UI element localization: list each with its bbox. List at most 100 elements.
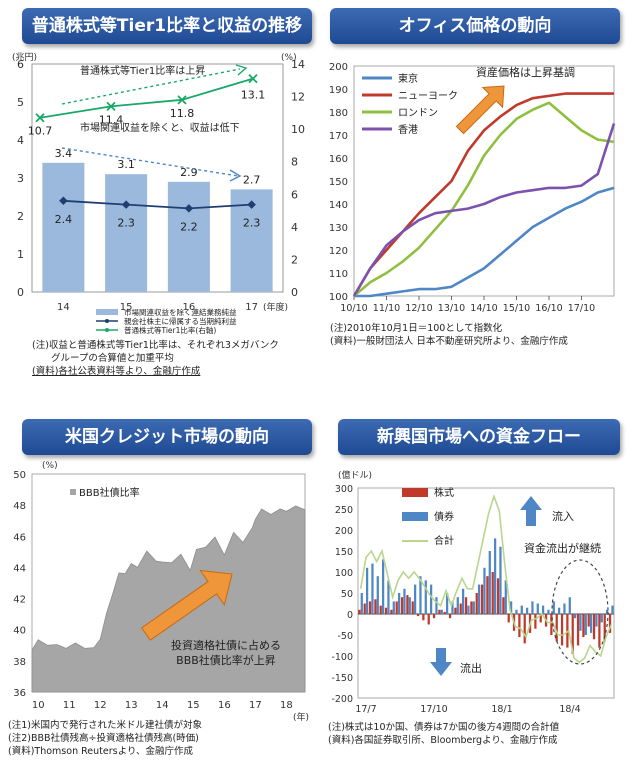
series-line bbox=[359, 493, 613, 664]
y-tick-label: 3 bbox=[17, 172, 24, 185]
bar bbox=[606, 609, 609, 614]
bar bbox=[598, 614, 601, 648]
x-tick-label: 13 bbox=[125, 700, 138, 711]
bar bbox=[398, 593, 401, 614]
bar bbox=[603, 614, 606, 642]
bar bbox=[454, 607, 457, 614]
y2-tick-label: 14 bbox=[291, 58, 305, 71]
x-tick-label: 12/10 bbox=[405, 303, 432, 314]
y-tick-label: 120 bbox=[329, 246, 348, 257]
note-em-flows: (注)株式は10か国、債券は7か国の後方4週間の合計値 (資料)各国証券取引所、… bbox=[328, 721, 559, 747]
bar bbox=[590, 614, 593, 633]
x-tick-label: 14 bbox=[156, 700, 169, 711]
bar bbox=[419, 576, 422, 614]
bar bbox=[510, 601, 513, 614]
bar bbox=[499, 546, 502, 614]
legend-label: BBB社債比率 bbox=[79, 486, 140, 499]
y-tick-label: 0 bbox=[347, 610, 353, 621]
bar bbox=[464, 597, 468, 614]
bar bbox=[363, 603, 366, 614]
bar bbox=[611, 605, 614, 614]
bar bbox=[390, 609, 393, 614]
bar bbox=[462, 588, 465, 614]
bar bbox=[387, 580, 390, 614]
bar bbox=[411, 601, 414, 614]
area-series bbox=[31, 505, 306, 693]
chart-title-us-credit: 米国クレジット市場の動向 bbox=[22, 419, 312, 455]
bar bbox=[427, 614, 430, 625]
bar bbox=[459, 603, 462, 614]
y-tick-label: 50 bbox=[13, 470, 26, 481]
bar bbox=[587, 614, 590, 627]
note-office: (注)2010年10月1日＝100として指数化 (資料)一般財団法人 日本不動産… bbox=[330, 322, 568, 348]
note-line: (資料)一般財団法人 日本不動産研究所より、金融庁作成 bbox=[330, 336, 568, 347]
bar bbox=[395, 601, 398, 614]
x-tick-label: 14/10 bbox=[470, 303, 497, 314]
annotation: 普通株式等Tier1比率は上昇 bbox=[80, 64, 205, 77]
y-tick-label: 44 bbox=[13, 563, 26, 574]
legend-label: 普通株式等Tier1比率(右軸) bbox=[124, 325, 216, 335]
bar bbox=[408, 597, 411, 614]
bar bbox=[558, 607, 561, 614]
y-tick-label: 250 bbox=[335, 505, 353, 516]
legend-label: 合計 bbox=[434, 534, 454, 547]
bar bbox=[523, 614, 526, 644]
y-tick-label: 170 bbox=[329, 131, 348, 142]
bar bbox=[600, 614, 603, 623]
y-tick-label: 100 bbox=[329, 292, 348, 303]
y2-tick-label: 12 bbox=[291, 91, 305, 104]
y-tick-label: 160 bbox=[329, 154, 348, 165]
bar bbox=[486, 576, 489, 614]
highlight-ellipse bbox=[551, 559, 609, 665]
line-marker bbox=[177, 95, 187, 105]
bar bbox=[560, 614, 564, 646]
line-marker bbox=[121, 200, 131, 209]
bar bbox=[416, 614, 420, 617]
bar bbox=[592, 614, 596, 640]
legend-label: 親会社株主に帰属する当期純利益 bbox=[124, 316, 237, 326]
bar bbox=[424, 580, 427, 614]
bar bbox=[552, 601, 555, 614]
trend-arrow bbox=[61, 68, 241, 105]
line-data-label: 10.7 bbox=[28, 125, 53, 138]
bar bbox=[526, 607, 529, 614]
y-tick-label: 40 bbox=[13, 626, 26, 637]
series-line bbox=[39, 77, 254, 119]
note-line: グループの合算値と加重平均 bbox=[32, 353, 174, 364]
bar bbox=[534, 614, 537, 629]
y-tick-label: 1 bbox=[17, 248, 24, 261]
bar bbox=[371, 563, 374, 614]
bar bbox=[542, 605, 545, 614]
bar bbox=[515, 609, 518, 614]
note-line: (資料)各社公表資料等より、金融庁作成 bbox=[32, 366, 201, 377]
bar bbox=[582, 614, 585, 638]
note-line: (注2)BBB社債残高÷投資適格社債残高(時価) bbox=[8, 733, 199, 744]
plot-frame bbox=[31, 63, 284, 293]
x-tick-label: 14 bbox=[57, 302, 70, 313]
note-line: (資料)Thomson Reutersより、金融庁作成 bbox=[8, 746, 194, 757]
note-line: (資料)各国証券取引所、Bloombergより、金融庁作成 bbox=[328, 735, 558, 746]
y2-tick-label: 6 bbox=[291, 188, 298, 201]
legend-label: 香港 bbox=[398, 124, 418, 136]
us-credit-chart: 36 38 40 42 44 46 48 50 (%) 10 11 12 13 14 15 16 17 18(年)… bbox=[13, 461, 309, 722]
note-line: (注1)米国内で発行された米ドル建社債が対象 bbox=[8, 720, 202, 731]
trend-arrowhead bbox=[229, 169, 242, 182]
bar bbox=[105, 174, 148, 292]
bar bbox=[438, 609, 441, 614]
line-data-label: 2.3 bbox=[117, 217, 135, 230]
bar bbox=[374, 599, 377, 614]
trend-arrow bbox=[141, 569, 233, 641]
y-tick-label: 130 bbox=[329, 223, 348, 234]
y-tick-label: 300 bbox=[335, 484, 353, 495]
bar bbox=[403, 588, 406, 614]
bar bbox=[456, 597, 459, 614]
y-tick-label: 200 bbox=[335, 526, 353, 537]
chart-title-office: オフィス価格の動向 bbox=[330, 8, 620, 44]
bar bbox=[472, 601, 475, 614]
chart-title-em-flows: 新興国市場への資金フロー bbox=[338, 419, 620, 455]
annotation: 資金流出が継続 bbox=[524, 541, 601, 555]
series-line bbox=[63, 199, 252, 210]
bar bbox=[488, 551, 491, 614]
y-tick-label: -100 bbox=[331, 652, 353, 663]
inflow-arrow bbox=[520, 496, 542, 526]
